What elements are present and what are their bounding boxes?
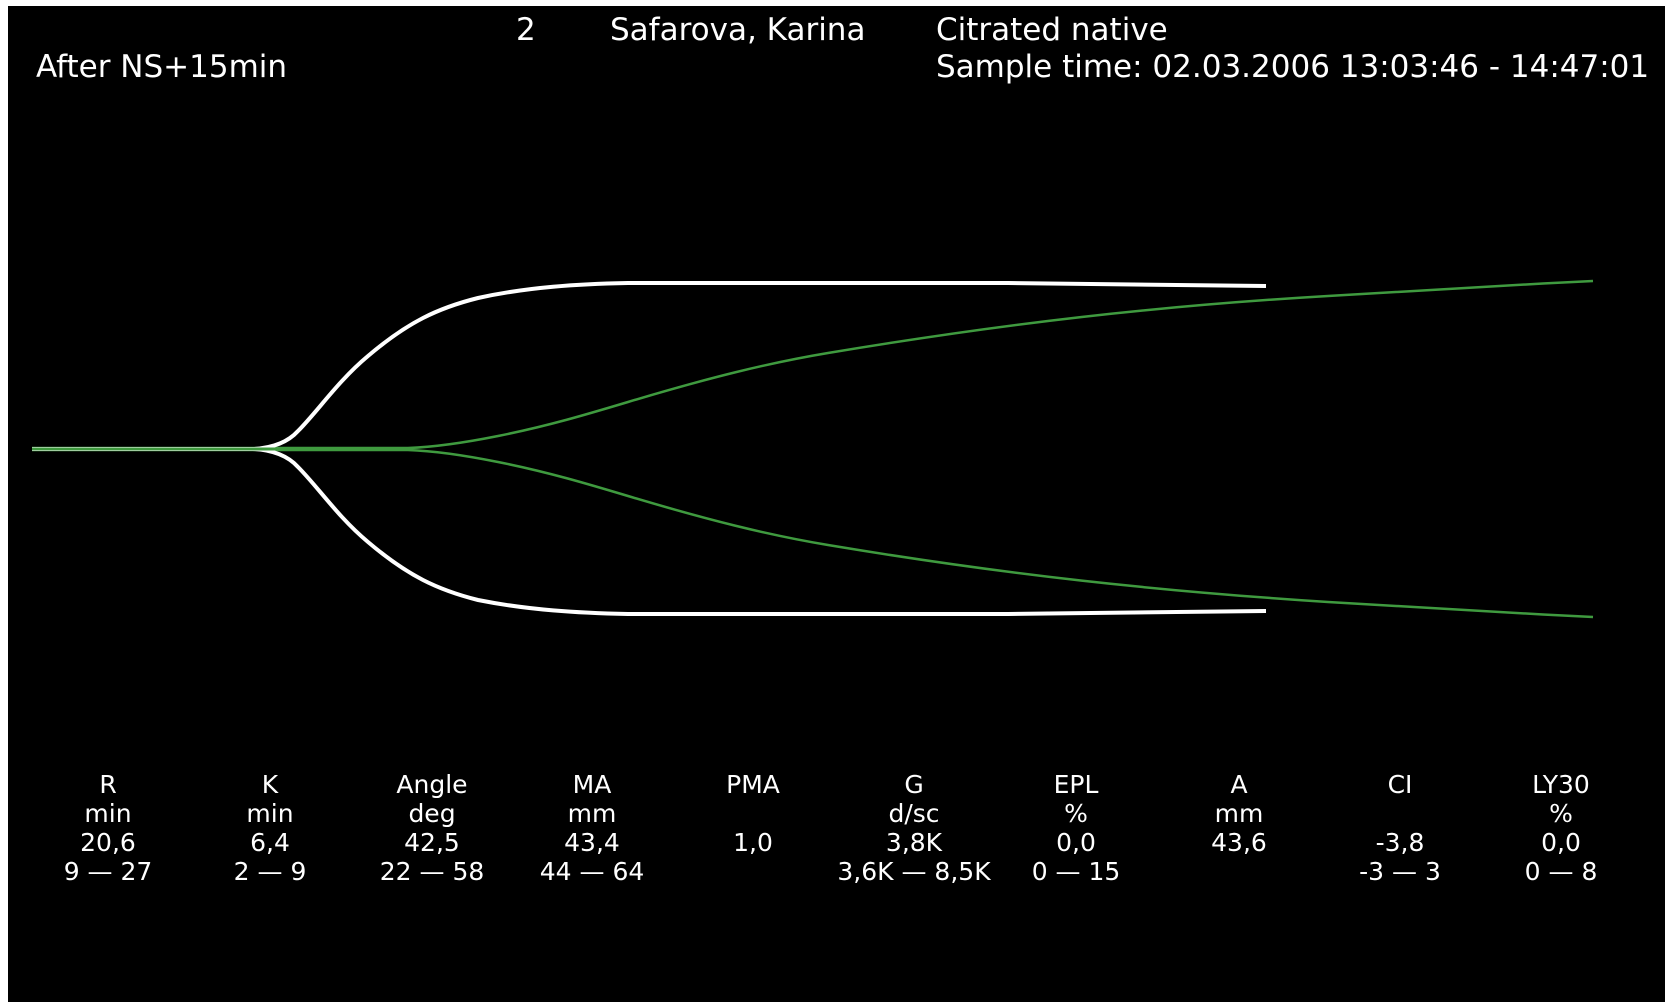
param-g-unit: d/sc xyxy=(888,799,940,828)
param-epl: EPL % 0,0 0 — 15 xyxy=(976,770,1176,886)
param-a-unit: mm xyxy=(1214,799,1264,828)
param-ma-range: 44 — 64 xyxy=(539,857,645,886)
param-ci-range: -3 — 3 xyxy=(1359,857,1441,886)
param-angle-range: 22 — 58 xyxy=(379,857,485,886)
param-angle: Angle deg 42,5 22 — 58 xyxy=(332,770,532,886)
param-epl-name: EPL xyxy=(1053,770,1099,799)
param-r-range: 9 — 27 xyxy=(63,857,153,886)
param-ly30-value: 0,0 xyxy=(1541,828,1581,857)
param-g-name: G xyxy=(904,770,924,799)
param-k: K min 6,4 2 — 9 xyxy=(170,770,370,886)
param-k-unit: min xyxy=(246,799,294,828)
param-a-name: A xyxy=(1230,770,1248,799)
param-ly30-range: 0 — 8 xyxy=(1524,857,1598,886)
param-g-value: 3,8K xyxy=(885,828,943,857)
param-r-unit: min xyxy=(84,799,132,828)
param-ma: MA mm 43,4 44 — 64 xyxy=(492,770,692,886)
patient-name: Safarova, Karina xyxy=(610,12,866,48)
param-pma-name: PMA xyxy=(726,770,780,799)
param-epl-unit: % xyxy=(1064,799,1088,828)
param-r: R min 20,6 9 — 27 xyxy=(8,770,208,886)
param-r-value: 20,6 xyxy=(80,828,136,857)
param-ly30: LY30 % 0,0 0 — 8 xyxy=(1461,770,1661,886)
param-angle-unit: deg xyxy=(408,799,456,828)
param-ly30-name: LY30 xyxy=(1532,770,1590,799)
param-epl-value: 0,0 xyxy=(1056,828,1096,857)
reference-trace-lower xyxy=(32,448,1594,619)
teg-display: 2 Safarova, Karina Citrated native After… xyxy=(8,6,1665,1002)
reference-trace-upper xyxy=(32,279,1594,450)
param-k-range: 2 — 9 xyxy=(233,857,307,886)
param-ci-name: CI xyxy=(1387,770,1413,799)
sample-condition: After NS+15min xyxy=(36,49,288,85)
param-epl-range: 0 — 15 xyxy=(1031,857,1121,886)
param-ma-name: MA xyxy=(572,770,612,799)
param-angle-name: Angle xyxy=(396,770,468,799)
param-pma-value: 1,0 xyxy=(733,828,773,857)
patient-trace-upper xyxy=(32,281,1267,451)
sample-type: Citrated native xyxy=(936,12,1168,48)
param-k-value: 6,4 xyxy=(250,828,290,857)
param-ly30-unit: % xyxy=(1549,799,1573,828)
sample-time: Sample time: 02.03.2006 13:03:46 - 14:47… xyxy=(936,49,1650,85)
param-ci: CI -3,8 -3 — 3 xyxy=(1300,770,1500,886)
param-ma-unit: mm xyxy=(567,799,617,828)
param-a: A mm 43,6 xyxy=(1139,770,1339,886)
thromboelastogram-trace xyxy=(32,279,1594,619)
param-ci-value: -3,8 xyxy=(1375,828,1425,857)
channel-number: 2 xyxy=(516,12,536,48)
param-a-value: 43,6 xyxy=(1211,828,1267,857)
param-ma-value: 43,4 xyxy=(564,828,620,857)
param-pma: PMA 1,0 xyxy=(653,770,853,886)
patient-trace-lower xyxy=(32,447,1267,616)
param-r-name: R xyxy=(99,770,117,799)
param-g: G d/sc 3,8K 3,6K — 8,5K xyxy=(814,770,1014,886)
param-angle-value: 42,5 xyxy=(404,828,460,857)
param-g-range: 3,6K — 8,5K xyxy=(837,857,991,886)
param-k-name: K xyxy=(261,770,279,799)
